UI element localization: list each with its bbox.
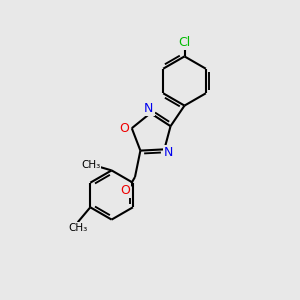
Text: CH₃: CH₃ (68, 223, 87, 233)
Text: Cl: Cl (178, 36, 190, 50)
Text: CH₃: CH₃ (81, 160, 100, 170)
Text: N: N (144, 102, 154, 115)
Text: O: O (119, 122, 129, 135)
Text: N: N (164, 146, 173, 159)
Text: O: O (120, 184, 130, 197)
